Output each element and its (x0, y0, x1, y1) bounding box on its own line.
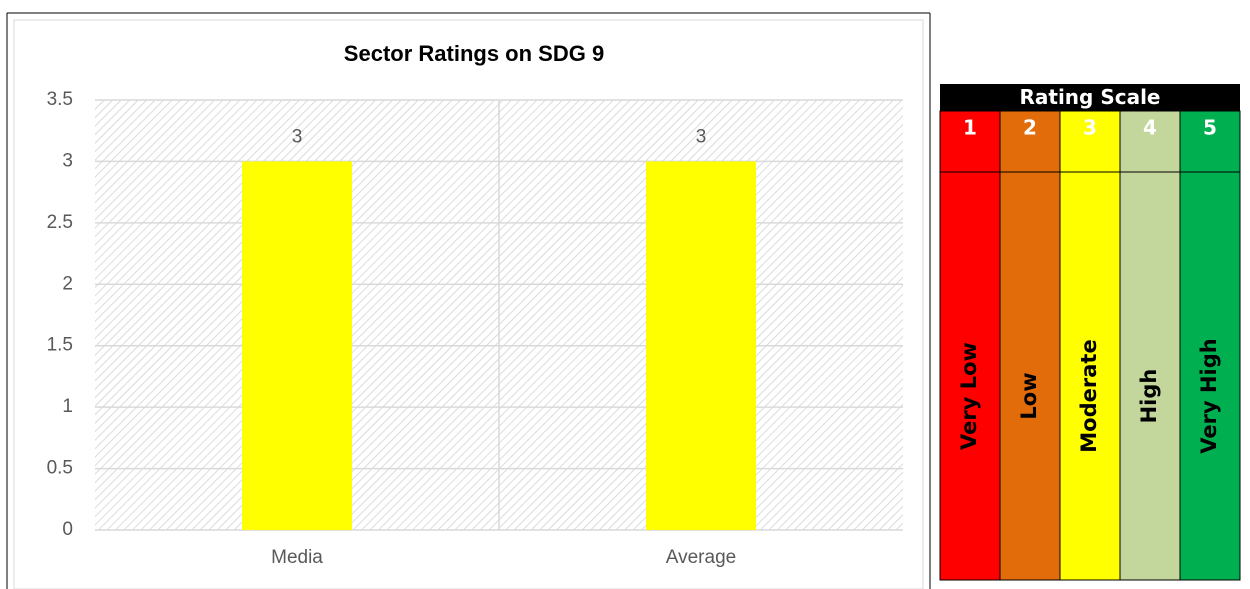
y-tick-label: 1.5 (47, 335, 73, 356)
bar (646, 161, 756, 530)
y-tick-label: 0 (62, 519, 73, 540)
scale-number-cell (1179, 110, 1241, 173)
scale-label-cell (939, 171, 1001, 581)
scale-number: 4 (1143, 116, 1157, 140)
x-tick-label: Media (271, 547, 323, 568)
scale-label-cell (1119, 171, 1181, 581)
y-tick-label: 2.5 (47, 212, 73, 233)
x-tick-label: Average (666, 547, 736, 568)
scale-number: 1 (963, 116, 977, 140)
y-tick-label: 3.5 (47, 89, 73, 110)
scale-label-cell (1059, 171, 1121, 581)
scale-title: Rating Scale (1019, 85, 1160, 109)
bar (242, 161, 352, 530)
data-label: 3 (696, 126, 707, 147)
scale-number-cell (999, 110, 1061, 173)
scale-number: 5 (1203, 116, 1217, 140)
scale-label: Very Low (957, 342, 981, 450)
chart-title: Sector Ratings on SDG 9 (344, 41, 604, 66)
scale-number: 2 (1023, 116, 1037, 140)
scale-label: Moderate (1077, 339, 1101, 452)
y-tick-label: 3 (62, 150, 73, 171)
scale-number-cell (1059, 110, 1121, 173)
data-label: 3 (292, 126, 303, 147)
scale-label-cell (999, 171, 1061, 581)
scale-number-cell (1119, 110, 1181, 173)
scale-label: Low (1017, 372, 1041, 419)
scale-number: 3 (1083, 116, 1097, 140)
y-tick-label: 0.5 (47, 458, 73, 479)
scale-label-cell (1179, 171, 1241, 581)
scale-label: Very High (1197, 338, 1221, 453)
y-tick-label: 1 (62, 396, 73, 417)
scale-label: High (1137, 369, 1161, 424)
scale-header (940, 84, 1240, 111)
y-tick-label: 2 (62, 273, 73, 294)
